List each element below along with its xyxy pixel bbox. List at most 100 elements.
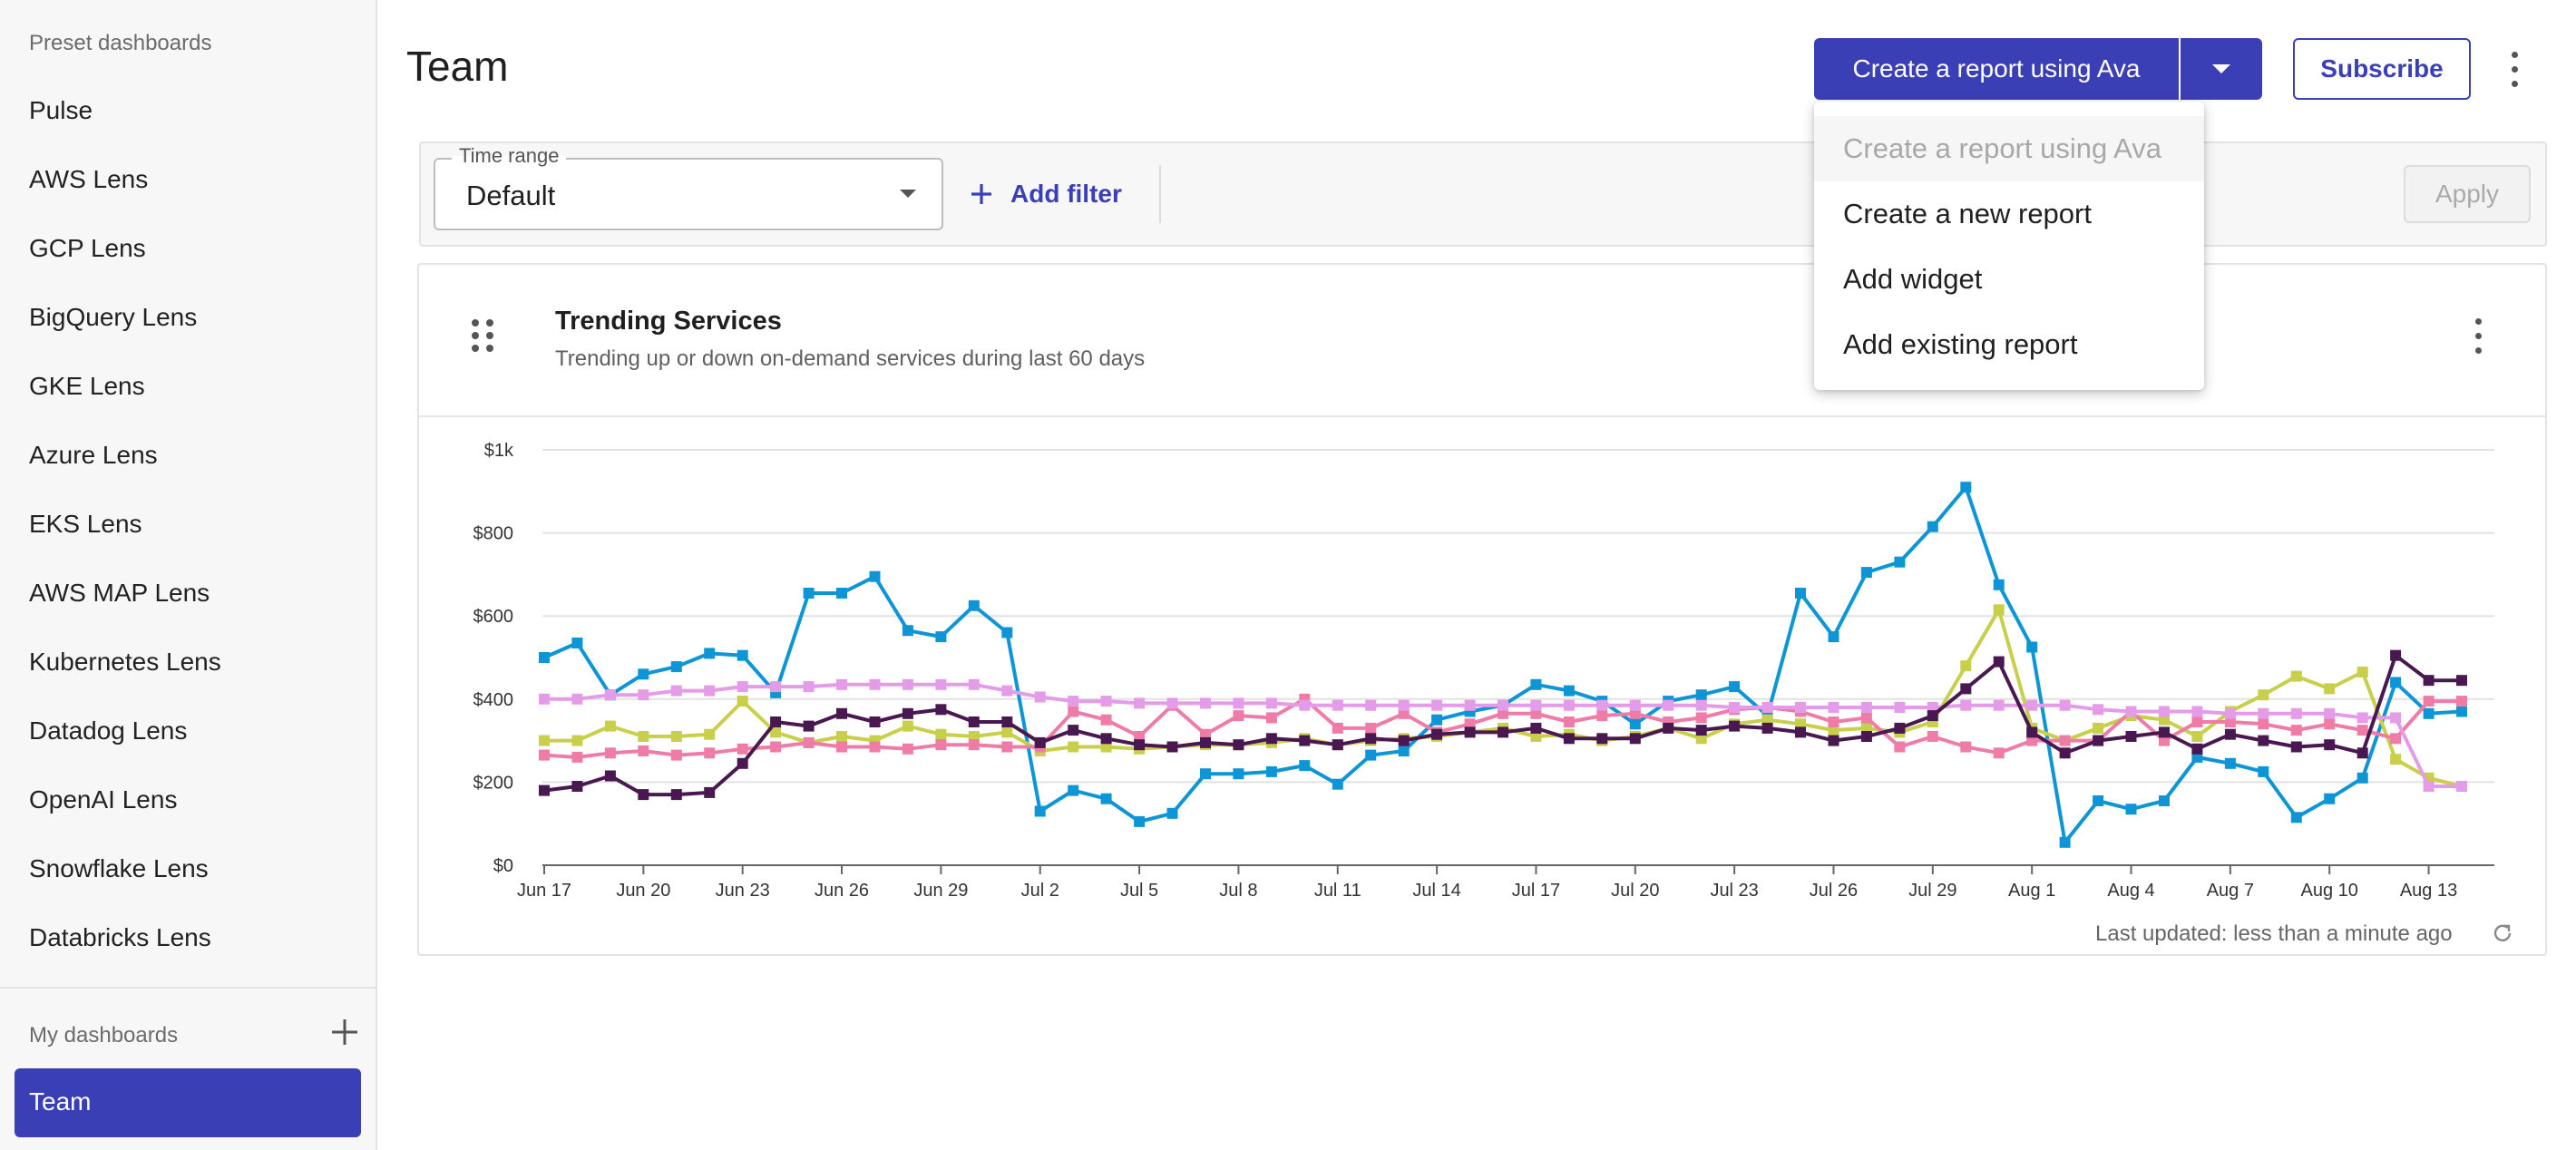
series-point-2 — [770, 741, 782, 753]
series-point-4 — [604, 770, 616, 782]
series-point-0 — [1166, 807, 1178, 819]
series-point-4 — [2258, 735, 2269, 746]
series-point-0 — [670, 661, 682, 673]
series-point-2 — [2026, 735, 2038, 746]
series-point-4 — [2093, 735, 2104, 746]
series-point-4 — [935, 704, 947, 716]
series-point-2 — [1596, 710, 1608, 722]
series-point-4 — [1100, 733, 1112, 745]
series-point-2 — [1530, 707, 1542, 719]
series-point-0 — [2356, 772, 2368, 784]
series-point-4 — [1365, 733, 1377, 745]
series-point-0 — [1068, 785, 1079, 796]
series-point-4 — [1828, 735, 1839, 746]
sidebar-item-team[interactable]: Team — [15, 1068, 361, 1137]
series-point-3 — [1134, 697, 1146, 709]
series-point-2 — [2390, 733, 2402, 745]
trending-services-chart: $0 $200 $400 $600 $800 $1k Jun 17 Jun 20 Jun 23 J… — [473, 441, 2494, 901]
subscribe-button[interactable]: Subscribe — [2293, 38, 2471, 100]
drag-handle-icon[interactable] — [472, 319, 493, 352]
series-point-2 — [2423, 696, 2435, 707]
y-tick-label: $0 — [493, 856, 513, 876]
series-point-4 — [1233, 739, 1244, 751]
series-point-4 — [1299, 735, 1311, 746]
series-point-3 — [968, 678, 980, 690]
series-point-2 — [1960, 741, 1972, 753]
add-dashboard-icon[interactable] — [328, 1016, 361, 1048]
menu-item-add-existing-report[interactable]: Add existing report — [1843, 328, 2078, 360]
page-more-options-icon[interactable] — [2503, 47, 2525, 91]
preset-dashboards-heading: Preset dashboards — [29, 31, 212, 55]
sidebar-item-azure-lens[interactable]: Azure Lens — [29, 441, 158, 469]
series-point-4 — [1795, 726, 1806, 738]
series-point-2 — [1563, 716, 1575, 727]
series-point-4 — [2224, 728, 2236, 740]
series-point-1 — [770, 726, 782, 738]
widget-more-options-icon[interactable] — [2467, 314, 2489, 357]
series-point-4 — [2290, 741, 2302, 753]
series-line-0 — [543, 485, 2463, 844]
series-point-0 — [2324, 793, 2336, 804]
series-point-4 — [737, 757, 748, 769]
caret-down-icon — [2212, 64, 2230, 73]
sidebar-item-pulse[interactable]: Pulse — [29, 96, 93, 124]
refresh-icon[interactable] — [2491, 921, 2514, 945]
sidebar-item-gke-lens[interactable]: GKE Lens — [29, 372, 145, 400]
create-report-ava-button[interactable]: Create a report using Ava — [1814, 38, 2179, 100]
series-point-2 — [571, 751, 583, 763]
sidebar-item-snowflake-lens[interactable]: Snowflake Lens — [29, 854, 209, 882]
sidebar-item-team-label: Team — [29, 1087, 92, 1116]
series-point-2 — [869, 741, 881, 753]
series-point-3 — [1530, 699, 1542, 711]
sidebar-item-datadog-lens[interactable]: Datadog Lens — [29, 716, 188, 745]
series-point-4 — [704, 786, 716, 798]
series-point-2 — [1265, 712, 1277, 724]
sidebar-item-aws-map-lens[interactable]: AWS MAP Lens — [29, 579, 210, 607]
sidebar-item-aws-lens[interactable]: AWS Lens — [29, 165, 149, 193]
x-tick-label: Jul 8 — [1219, 881, 1257, 901]
series-point-0 — [1927, 521, 1938, 532]
series-point-3 — [1860, 702, 1872, 713]
sidebar-item-databricks-lens[interactable]: Databricks Lens — [29, 923, 211, 951]
menu-item-create-new-report[interactable]: Create a new report — [1843, 198, 2092, 229]
series-point-2 — [1464, 718, 1476, 730]
y-tick-label: $800 — [473, 524, 514, 544]
series-point-1 — [670, 731, 682, 742]
sidebar-item-gcp-lens[interactable]: GCP Lens — [29, 234, 146, 262]
series-point-0 — [1431, 714, 1443, 726]
series-point-4 — [2356, 747, 2368, 759]
apply-button[interactable]: Apply — [2404, 165, 2531, 223]
menu-item-add-widget[interactable]: Add widget — [1843, 263, 1983, 295]
series-point-2 — [2059, 735, 2071, 746]
filter-divider — [1159, 165, 1161, 223]
series-point-3 — [1001, 685, 1013, 697]
series-point-4 — [1398, 735, 1410, 746]
sidebar-item-eks-lens[interactable]: EKS Lens — [29, 510, 142, 538]
sidebar-item-bigquery-lens[interactable]: BigQuery Lens — [29, 303, 198, 331]
series-point-4 — [1134, 739, 1146, 751]
series-point-4 — [638, 789, 649, 801]
add-filter-button[interactable]: Add filter — [969, 176, 1122, 212]
series-point-0 — [1563, 685, 1575, 697]
series-point-3 — [1464, 699, 1476, 711]
series-point-2 — [1629, 707, 1641, 719]
series-point-2 — [2224, 716, 2236, 727]
series-point-3 — [1894, 702, 1906, 713]
x-tick-label: Jul 2 — [1021, 881, 1059, 901]
sidebar-item-kubernetes-lens[interactable]: Kubernetes Lens — [29, 648, 221, 676]
series-point-3 — [2059, 699, 2071, 711]
series-point-2 — [1398, 707, 1410, 719]
sidebar-item-openai-lens[interactable]: OpenAI Lens — [29, 785, 178, 814]
create-report-dropdown-toggle[interactable] — [2181, 38, 2262, 100]
time-range-select[interactable] — [434, 158, 943, 230]
series-point-3 — [1761, 702, 1773, 713]
x-tick-label: Jul 20 — [1611, 881, 1659, 901]
series-point-4 — [1068, 725, 1079, 736]
series-point-3 — [2356, 712, 2368, 724]
series-point-3 — [539, 693, 550, 705]
series-point-3 — [704, 685, 716, 697]
series-point-1 — [935, 728, 947, 740]
series-point-0 — [1960, 482, 1972, 493]
series-point-2 — [2456, 696, 2467, 707]
series-point-0 — [968, 599, 980, 611]
